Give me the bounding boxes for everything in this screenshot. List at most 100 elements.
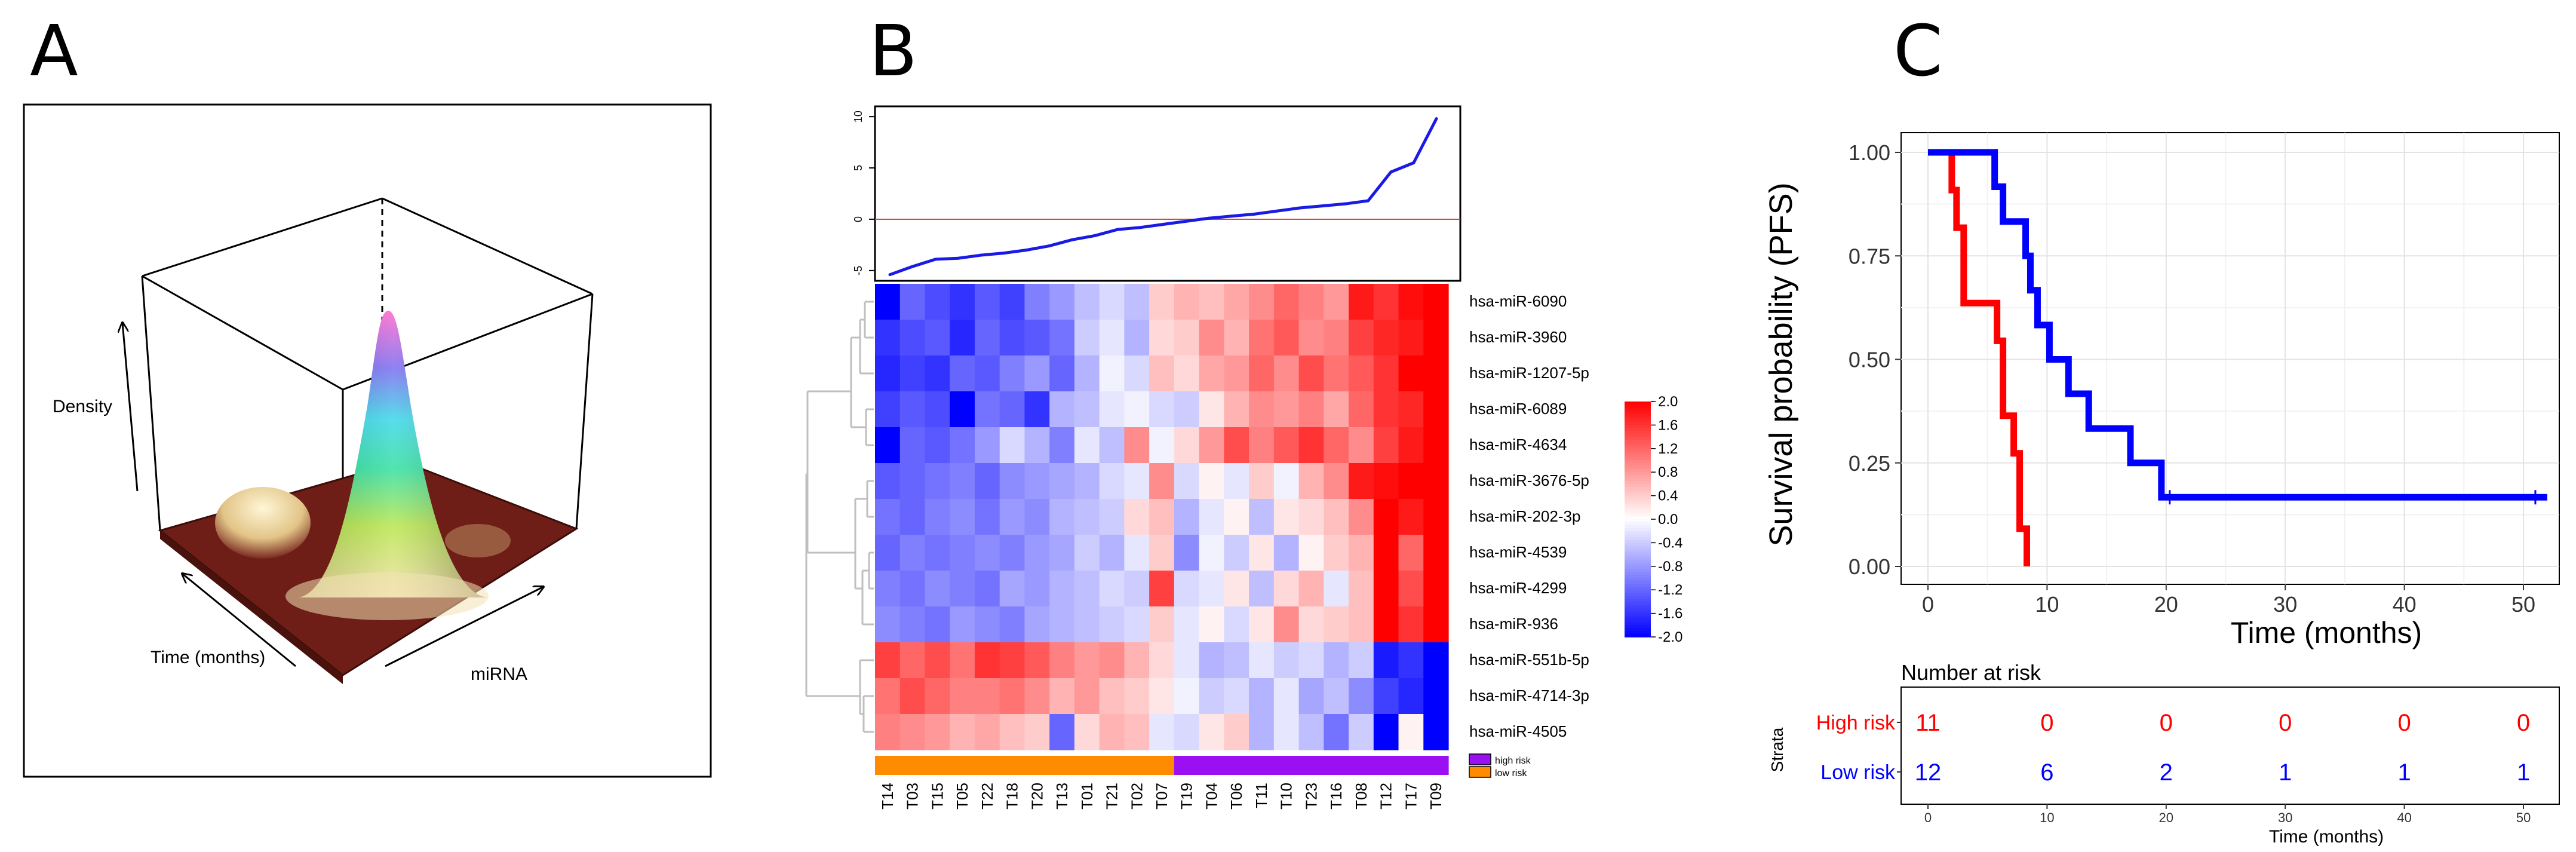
heatmap-cell (999, 535, 1026, 571)
heatmap-cell (925, 535, 950, 571)
heatmap-cell (1199, 678, 1224, 715)
surface-floor-edge (160, 531, 343, 684)
color-scale-step (1625, 475, 1651, 479)
heatmap-cell (1149, 391, 1175, 428)
heatmap-cell (1124, 714, 1150, 750)
heatmap-cell (1074, 499, 1100, 535)
heatmap-cell (1273, 355, 1300, 392)
heatmap-column-label: T19 (1178, 783, 1196, 810)
heatmap-cell (1124, 499, 1150, 535)
heatmap-cell (925, 463, 950, 499)
color-scale-step (1625, 596, 1651, 599)
heatmap-column-label: T15 (928, 783, 946, 810)
color-scale-step (1625, 593, 1651, 596)
km-xtick-label: 20 (2154, 592, 2178, 617)
score-point (1025, 248, 1028, 252)
color-scale-step (1625, 504, 1651, 508)
heatmap-cell (1074, 678, 1100, 715)
heatmap-cell (875, 463, 901, 499)
color-scale-step (1625, 572, 1651, 576)
color-scale-step (1625, 584, 1651, 588)
group-cell (1049, 756, 1075, 775)
color-scale-step (1625, 463, 1651, 467)
km-ytick-label: 0.50 (1849, 348, 1890, 372)
heatmap-cell (899, 714, 926, 750)
color-scale-step (1625, 557, 1651, 561)
heatmap-cell (875, 642, 901, 679)
km-xtick-label: 50 (2511, 592, 2535, 617)
heatmap-cell (1124, 535, 1150, 571)
heatmap-cell (1423, 714, 1449, 750)
heatmap-cell (899, 284, 926, 320)
heatmap-row-label: hsa-miR-4714-3p (1469, 686, 1589, 704)
heatmap-cell (1174, 642, 1200, 679)
heatmap-cell (1249, 320, 1275, 356)
heatmap-cell (1249, 427, 1275, 464)
heatmap-cell (899, 642, 926, 679)
heatmap-column-label: T07 (1153, 783, 1171, 810)
heatmap-cell (875, 535, 901, 571)
color-scale-step (1625, 631, 1651, 635)
heatmap-cell (1174, 320, 1200, 356)
heatmap-cell (1149, 714, 1175, 750)
color-scale-step (1625, 431, 1651, 434)
heatmap-cell (974, 714, 1000, 750)
heatmap-cell (925, 571, 950, 607)
heatmap-cell (1273, 463, 1300, 499)
heatmap-row-label: hsa-miR-4505 (1469, 722, 1567, 740)
risk-xtick-label: 30 (2278, 810, 2292, 825)
heatmap-column-label: T03 (904, 783, 922, 810)
heatmap-cell (950, 427, 975, 464)
heatmap-cell (950, 606, 975, 643)
panel-a-label: A (30, 10, 78, 92)
color-scale-step (1625, 525, 1651, 529)
heatmap-cell (1349, 571, 1374, 607)
heatmap-cell (1423, 535, 1449, 571)
heatmap-cell (1049, 714, 1075, 750)
color-scale-tick-label: 0.0 (1658, 511, 1678, 528)
color-scale-step (1625, 619, 1651, 623)
heatmap-cell (1224, 320, 1249, 356)
heatmap-cell (1349, 642, 1374, 679)
risk-value: 0 (2160, 710, 2173, 736)
heatmap-cell (1124, 571, 1150, 607)
heatmap-cell (1124, 355, 1150, 392)
heatmap-cell (1224, 427, 1249, 464)
heatmap-cell (974, 535, 1000, 571)
heatmap-cell (1373, 571, 1399, 607)
color-scale-step (1625, 545, 1651, 550)
risk-xtick-label: 10 (2040, 810, 2054, 825)
group-cell (1423, 756, 1449, 775)
heatmap-cell (1174, 714, 1200, 750)
group-cell (1124, 756, 1150, 775)
color-scale-tick-label: -0.4 (1658, 535, 1682, 551)
heatmap-cell (1149, 642, 1175, 679)
heatmap-cell (1024, 427, 1050, 464)
heatmap-cell (1149, 678, 1175, 715)
heatmap-cell (1298, 678, 1324, 715)
heatmap-cell (999, 642, 1026, 679)
heatmap-row-label: hsa-miR-3960 (1469, 328, 1567, 346)
heatmap-cell (1349, 391, 1374, 428)
heatmap-cell (1349, 535, 1374, 571)
color-scale-step (1625, 601, 1651, 605)
line-chart-ytick-label: 0 (852, 216, 864, 222)
heatmap-cell (1398, 571, 1424, 607)
legend-swatch-high (1469, 753, 1491, 765)
score-point (1048, 244, 1051, 248)
color-scale-step (1625, 407, 1651, 411)
risk-value: 1 (2517, 759, 2530, 786)
color-scale-step (1625, 625, 1651, 629)
heatmap-cell (1373, 642, 1399, 679)
score-point (1367, 199, 1370, 203)
heatmap-cell (974, 284, 1000, 320)
color-scale-step (1625, 560, 1651, 564)
risk-value: 2 (2160, 759, 2173, 786)
heatmap-cell (1174, 535, 1200, 571)
heatmap-column-label: T02 (1128, 783, 1146, 810)
heatmap-cell (1398, 678, 1424, 715)
heatmap-cell (1199, 642, 1224, 679)
color-scale-step (1625, 610, 1651, 614)
heatmap-cell (999, 499, 1026, 535)
color-scale-step (1625, 607, 1651, 611)
